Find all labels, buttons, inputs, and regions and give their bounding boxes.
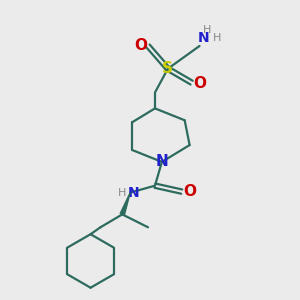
- Text: N: N: [155, 154, 168, 169]
- Text: H: H: [118, 188, 126, 198]
- Text: S: S: [162, 61, 173, 76]
- Text: H: H: [203, 25, 212, 35]
- Text: N: N: [198, 31, 209, 45]
- Text: O: O: [183, 184, 196, 199]
- Text: O: O: [193, 76, 206, 91]
- Text: N: N: [127, 186, 139, 200]
- Text: H: H: [213, 33, 222, 43]
- Polygon shape: [120, 193, 130, 215]
- Text: O: O: [135, 38, 148, 53]
